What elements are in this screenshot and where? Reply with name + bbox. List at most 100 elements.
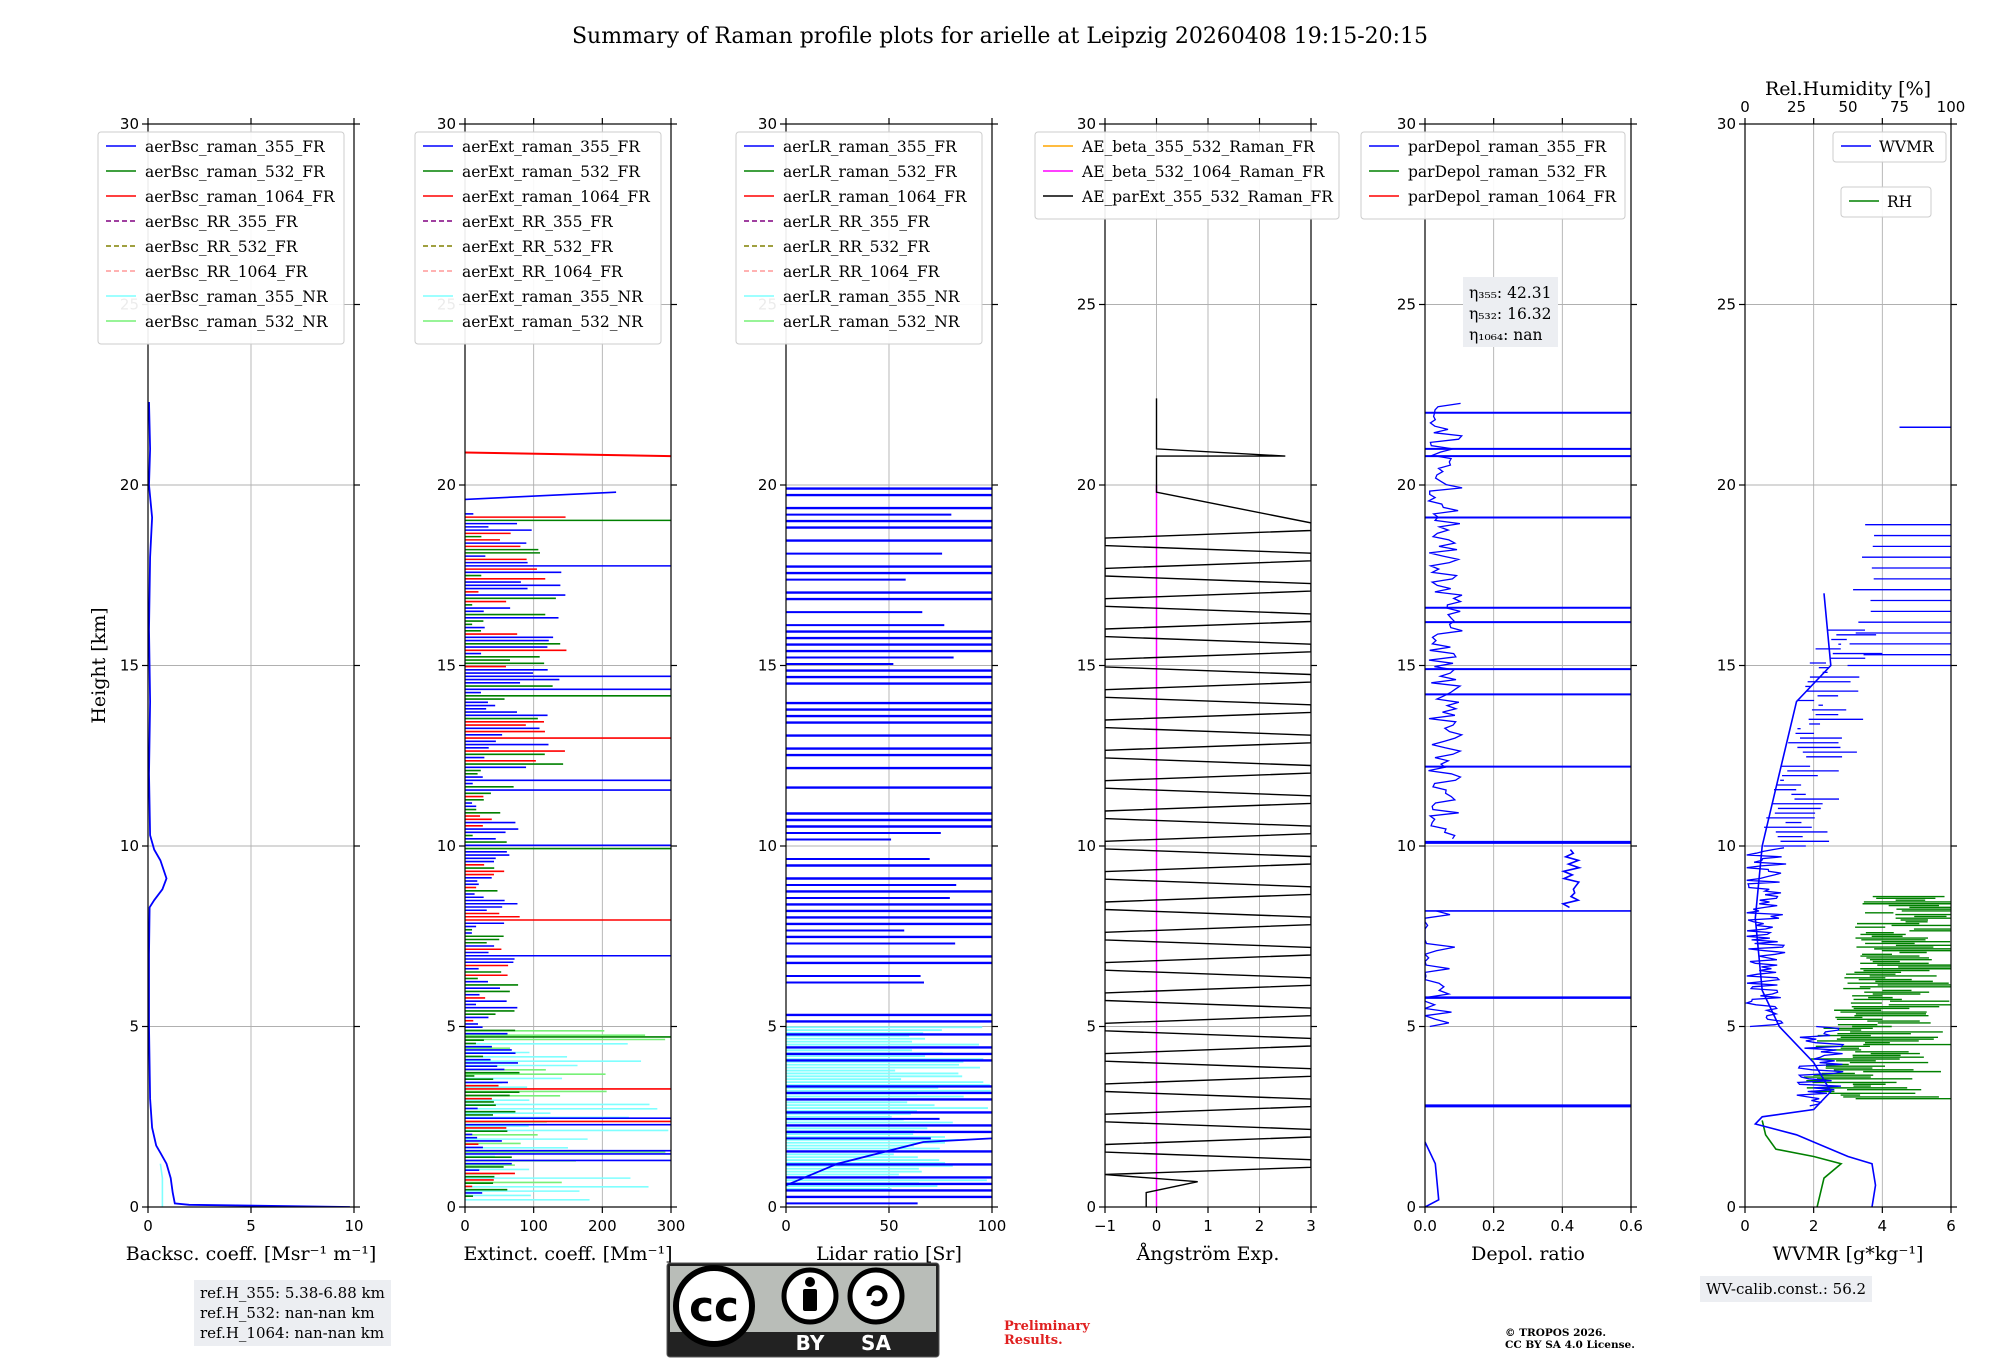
y-tick-label: 10 (437, 837, 456, 855)
x2-tick-label: 25 (1787, 98, 1806, 116)
series-line-1064-fr (465, 451, 671, 458)
reference-height-box: ref.H_355: 5.38-6.88 km ref.H_532: nan-n… (194, 1280, 391, 1346)
legend-entry: AE_parExt_355_532_Raman_FR (1081, 188, 1334, 206)
axes-frame (464, 123, 672, 1208)
legend: aerBsc_raman_355_FR aerBsc_raman_532_FRae… (97, 131, 345, 345)
x-tick-label: 2 (1809, 1217, 1819, 1235)
x-axis-label: Depol. ratio (1471, 1243, 1585, 1265)
axes-frame (1744, 123, 1952, 1208)
y-tick-label: 30 (1077, 115, 1096, 133)
legend-entry: aerExt_raman_1064_FR (462, 188, 651, 206)
x2-tick-label: 0 (1740, 98, 1750, 116)
x-tick-label: 50 (879, 1217, 898, 1235)
legend-entry: aerBsc_RR_532_FR (145, 238, 299, 256)
axes-frame (1104, 123, 1312, 1208)
panel-bsc: 0510051015202530Backsc. coeff. [Msr⁻¹ m⁻… (88, 115, 376, 1265)
wvmr-profile (1796, 1025, 1845, 1107)
legend-entry: parDepol_raman_355_FR (1408, 138, 1608, 156)
y-tick-label: 30 (1717, 115, 1736, 133)
copyright-line-2: CC BY SA 4.0 License. (1505, 1339, 1635, 1351)
preliminary-results-note: Preliminary Results. (1004, 1320, 1090, 1348)
x-tick-label: 0.6 (1619, 1217, 1643, 1235)
legend-entry: aerLR_raman_1064_FR (783, 188, 968, 206)
share-alike-icon (847, 1267, 905, 1325)
legend-frame (1840, 186, 1932, 218)
y-tick-label: 25 (1077, 296, 1096, 314)
series-line-355-nr (159, 1163, 164, 1207)
legend-frame (1360, 131, 1626, 220)
legend-entry: aerBsc_raman_532_FR (145, 163, 326, 181)
legend-entry: aerExt_RR_1064_FR (462, 263, 624, 281)
y-tick-label: 0 (1726, 1198, 1736, 1216)
x-tick-label: 10 (344, 1217, 363, 1235)
y-tick-label: 20 (1717, 476, 1736, 494)
y-tick-label: 5 (767, 1018, 777, 1036)
x-tick-label: 0.0 (1413, 1217, 1437, 1235)
x-tick-label: 0.4 (1550, 1217, 1574, 1235)
x-tick-label: 100 (519, 1217, 548, 1235)
x-tick-label: 200 (588, 1217, 617, 1235)
y-tick-label: 5 (1406, 1018, 1416, 1036)
x2-axis-label: Rel.Humidity [%] (1765, 78, 1931, 100)
y-tick-label: 30 (758, 115, 777, 133)
preliminary-line-1: Preliminary (1004, 1319, 1090, 1334)
share-alike-arrow-icon (866, 1285, 888, 1307)
series-line-355-fr (465, 491, 617, 501)
series-line-355-fr (1425, 1141, 1440, 1207)
y-tick-label: 5 (1086, 1018, 1096, 1036)
plot-area (1745, 426, 1951, 1207)
series-line-wvmr (1753, 593, 1877, 1207)
copyright-note: © TROPOS 2026. CC BY SA 4.0 License. (1505, 1327, 1635, 1351)
y-tick-label: 15 (758, 657, 777, 675)
wv-calibration-box: WV-calib.const.: 56.2 (1700, 1276, 1873, 1302)
y-tick-label: 0 (446, 1198, 456, 1216)
legend: aerLR_raman_355_FR aerLR_raman_532_FR aerL… (735, 131, 983, 345)
x-tick-label: 300 (657, 1217, 686, 1235)
copyright-line-1: © TROPOS 2026. (1505, 1327, 1607, 1339)
y-tick-label: 0 (1086, 1198, 1096, 1216)
y-axis-label: Height [km] (88, 607, 110, 723)
y-tick-label: 15 (120, 657, 139, 675)
legend-entry: aerLR_raman_532_NR (783, 313, 961, 331)
x-axis-label: Ångström Exp. (1136, 1243, 1280, 1265)
legend-entry: aerLR_raman_355_FR (783, 138, 958, 156)
x-tick-label: 0.2 (1482, 1217, 1506, 1235)
panel-dep: 0.0 0.2 0.4 0.6 0 5 10 15 20 25 30 Depol. ratio η₃₅₅… (1360, 115, 1643, 1265)
ref-height-532: ref.H_532: nan-nan km (200, 1304, 375, 1322)
y-tick-label: 15 (1717, 657, 1736, 675)
legend-frame (97, 131, 345, 345)
legend-entry: aerBsc_RR_1064_FR (145, 263, 309, 281)
x2-tick-label: 75 (1890, 98, 1909, 116)
y-tick-label: 0 (129, 1198, 139, 1216)
legend-entry: AE_beta_532_1064_Raman_FR (1081, 163, 1326, 181)
legend-entry: parDepol_raman_1064_FR (1408, 188, 1617, 206)
series-line-rh (1761, 1120, 1843, 1207)
y-tick-label: 5 (446, 1018, 456, 1036)
y-tick-label: 20 (1077, 476, 1096, 494)
x-tick-label: 4 (1878, 1217, 1888, 1235)
plot-area (465, 451, 671, 1201)
depol-profile (1425, 910, 1455, 1028)
x-axis-label: WVMR [g*kg⁻¹] (1773, 1243, 1924, 1265)
y-tick-label: 10 (1717, 837, 1736, 855)
y-tick-label: 25 (1717, 296, 1736, 314)
y-tick-label: 25 (1397, 296, 1416, 314)
x-tick-label: 3 (1306, 1217, 1316, 1235)
plot-area (148, 401, 350, 1207)
axes-frame (785, 123, 993, 1208)
y-tick-label: 5 (1726, 1018, 1736, 1036)
y-tick-label: 10 (1077, 837, 1096, 855)
legend-entry: aerExt_raman_355_NR (462, 288, 644, 306)
y-tick-label: 10 (1397, 837, 1416, 855)
legend-entry: RH (1887, 193, 1912, 211)
x-axis-label: Lidar ratio [Sr] (816, 1243, 962, 1265)
sa-label: SA (861, 1331, 891, 1355)
x-tick-label: 0 (460, 1217, 470, 1235)
x-axis-label: Backsc. coeff. [Msr⁻¹ m⁻¹] (126, 1243, 377, 1265)
legend-entry: aerLR_RR_1064_FR (783, 263, 941, 281)
legend-entry: aerBsc_raman_1064_FR (145, 188, 336, 206)
y-tick-label: 30 (437, 115, 456, 133)
legend-frame (1034, 131, 1340, 220)
legend-entry: aerExt_raman_355_FR (462, 138, 641, 156)
